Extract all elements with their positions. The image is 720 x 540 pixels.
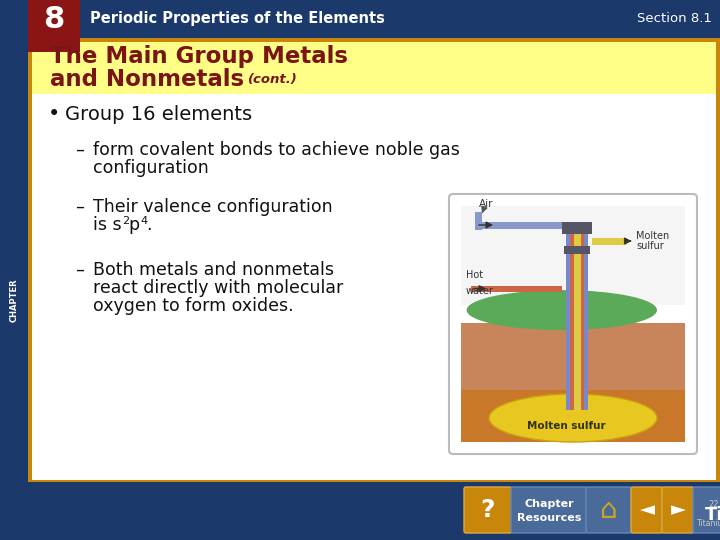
Bar [564,246,590,254]
Text: Both metals and nonmetals: Both metals and nonmetals [93,261,334,279]
Bar [574,234,581,410]
Text: ?: ? [481,498,495,522]
Bar [28,38,32,480]
Bar [0,0,28,540]
Bar [471,286,562,292]
Text: react directly with molecular: react directly with molecular [93,279,343,297]
Bar [475,212,482,230]
Text: Hot: Hot [466,269,483,280]
Bar [28,480,720,484]
Text: water: water [466,286,494,295]
Text: Air: Air [479,199,493,209]
Bar [32,42,716,94]
FancyBboxPatch shape [449,194,697,454]
Text: Molten: Molten [636,231,670,241]
Text: ◄: ◄ [639,501,654,519]
Text: Chapter: Chapter [524,499,574,509]
Bar [567,234,588,410]
Text: –: – [75,261,84,279]
Text: p: p [128,216,139,234]
Text: –: – [75,198,84,216]
Text: •: • [48,104,60,124]
Bar [28,0,720,38]
Ellipse shape [489,394,657,442]
FancyBboxPatch shape [693,487,720,533]
Text: .: . [146,216,151,234]
FancyBboxPatch shape [511,487,587,533]
Text: is s: is s [93,216,122,234]
Bar [28,38,720,42]
Text: Titanium: Titanium [697,519,720,528]
Text: Their valence configuration: Their valence configuration [93,198,333,216]
Text: CHAPTER: CHAPTER [9,278,19,322]
FancyBboxPatch shape [586,487,632,533]
Ellipse shape [467,290,657,330]
Text: Group 16 elements: Group 16 elements [65,105,252,124]
Text: 8: 8 [43,4,65,33]
Text: Ti: Ti [705,506,720,524]
Text: ⌂: ⌂ [600,496,618,524]
FancyBboxPatch shape [464,487,512,533]
Text: 2: 2 [122,216,129,226]
Text: Periodic Properties of the Elements: Periodic Properties of the Elements [90,11,385,26]
Bar [28,482,720,540]
Bar [562,222,593,234]
Text: Resources: Resources [517,512,581,523]
Text: 22: 22 [708,501,719,509]
Text: and Nonmetals: and Nonmetals [50,69,244,91]
FancyBboxPatch shape [662,487,694,533]
Bar [481,222,562,229]
Bar [32,42,716,480]
Text: oxygen to form oxides.: oxygen to form oxides. [93,297,294,315]
Text: sulfur: sulfur [636,241,665,251]
Text: configuration: configuration [93,159,209,177]
Text: (cont.): (cont.) [248,73,298,86]
Bar [593,238,628,245]
Text: Molten sulfur: Molten sulfur [527,421,606,431]
Bar [570,234,585,410]
FancyBboxPatch shape [631,487,663,533]
Bar [28,0,80,52]
Bar [461,390,685,442]
Text: form covalent bonds to achieve noble gas: form covalent bonds to achieve noble gas [93,141,460,159]
Text: 4: 4 [140,216,147,226]
Text: Section 8.1: Section 8.1 [637,12,712,25]
Bar [461,323,685,402]
Bar [716,38,720,480]
Text: ►: ► [670,501,685,519]
Text: –: – [75,141,84,159]
Bar [461,206,685,305]
Text: The Main Group Metals: The Main Group Metals [50,45,348,69]
